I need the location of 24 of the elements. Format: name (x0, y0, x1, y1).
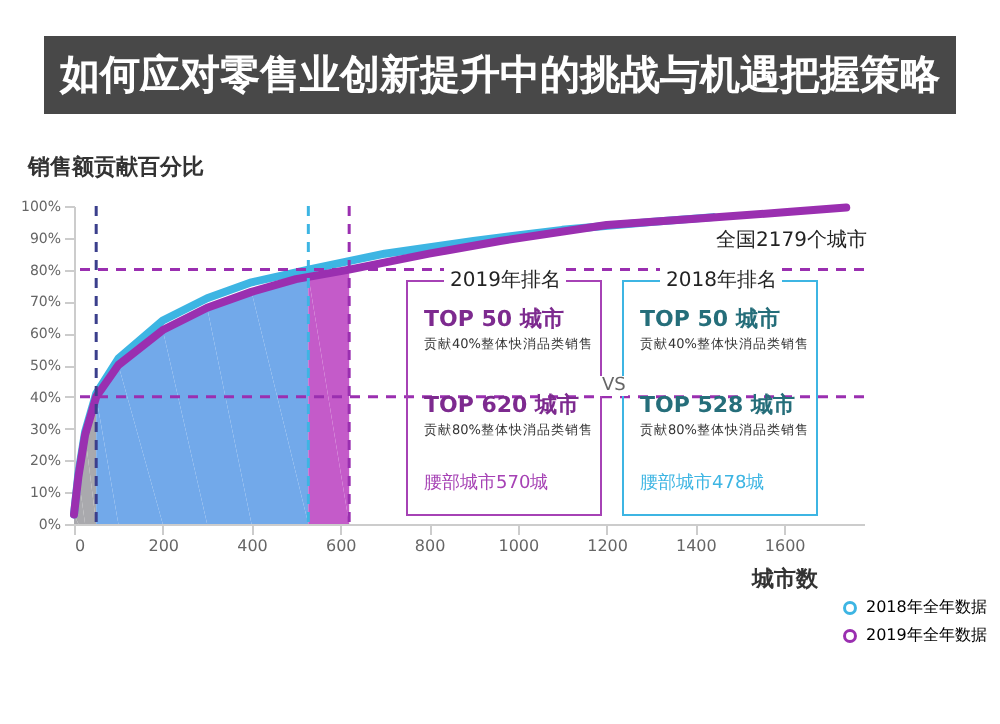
annotation: TOP 50 城市 (640, 304, 780, 334)
legend-label: 2019年全年数据 (866, 626, 987, 644)
x-tick-label: 600 (326, 537, 357, 555)
annotation: VS (600, 376, 628, 396)
y-axis-title: 销售额贡献百分比 (28, 152, 204, 182)
x-tick-label: 1400 (675, 537, 717, 555)
x-tick-label: 1000 (498, 537, 540, 555)
x-tick-label: 1200 (587, 537, 628, 555)
x-tick-label: 1600 (764, 537, 806, 555)
x-tick-label: 800 (414, 537, 446, 555)
legend-label: 2018年全年数据 (866, 598, 987, 616)
x-tick-label: 200 (148, 537, 180, 555)
annotation: 2019年排名 (444, 266, 567, 294)
chart-title: 如何应对零售业创新提升中的挑战与机遇把握策略 (44, 36, 956, 114)
annotation: TOP 50 城市 (424, 304, 564, 334)
annotation: 腰部城市570城 (424, 471, 549, 496)
annotation: TOP 620 城市 (424, 390, 580, 420)
annotation: 全国2179个城市 (716, 227, 867, 254)
x-tick-label: 0 (75, 537, 86, 555)
x-tick-label: 400 (237, 537, 268, 555)
annotation: 2018年排名 (660, 266, 783, 294)
annotation: 腰部城市478城 (640, 471, 765, 496)
x-axis-title: 城市数 (752, 564, 818, 594)
annotation: TOP 528 城市 (640, 390, 796, 420)
